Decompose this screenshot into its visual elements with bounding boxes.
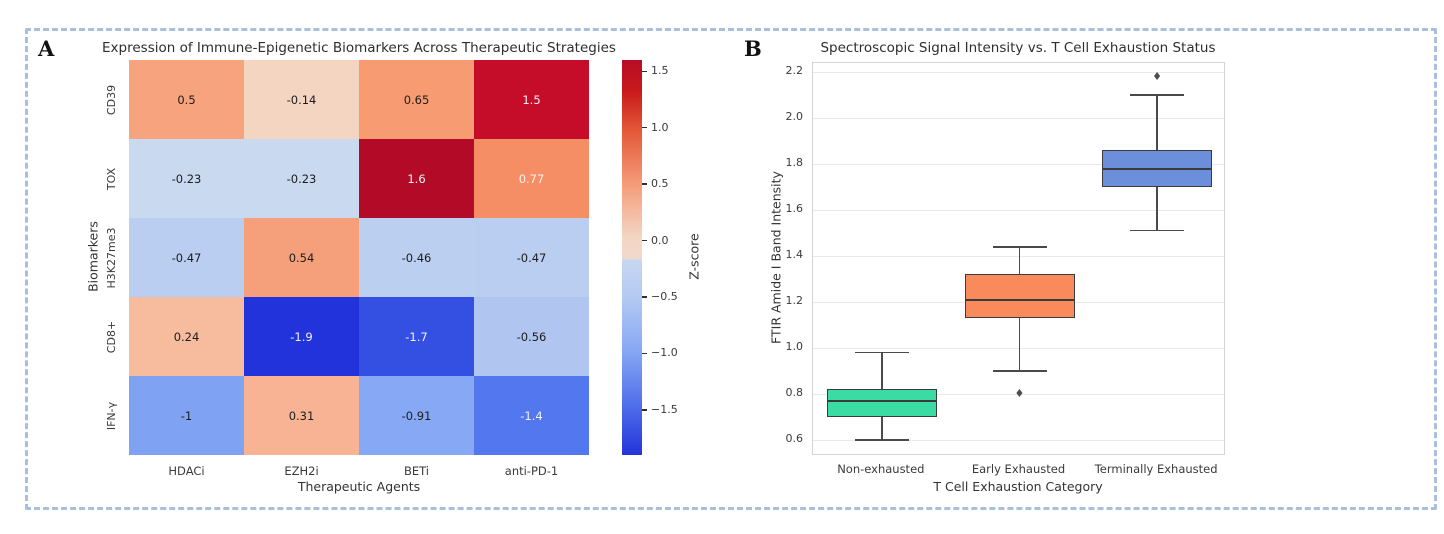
gridline bbox=[813, 255, 1224, 257]
heatmap-cell: -1 bbox=[129, 376, 244, 455]
heatmap-cell: -0.47 bbox=[474, 218, 589, 297]
boxplot-area: ♦ ♦ bbox=[812, 62, 1225, 455]
heatmap-cell: -0.23 bbox=[129, 139, 244, 218]
colorbar-tick-mark bbox=[642, 409, 647, 411]
heatmap-cell: -0.47 bbox=[129, 218, 244, 297]
median-line bbox=[1102, 167, 1213, 170]
figure-border bbox=[25, 28, 1437, 510]
panel-a-y-axis-label: Biomarkers bbox=[85, 221, 101, 292]
heatmap-cell: 0.54 bbox=[244, 218, 359, 297]
heatmap-cell: 0.31 bbox=[244, 376, 359, 455]
y-tick-label: 0.6 bbox=[785, 432, 804, 445]
panel-b-x-axis-label: T Cell Exhaustion Category bbox=[933, 479, 1103, 494]
heatmap-col-label: BETi bbox=[403, 464, 430, 478]
outlier-marker: ♦ bbox=[1152, 69, 1163, 83]
panel-a-title: Expression of Immune-Epigenetic Biomarke… bbox=[102, 40, 616, 56]
whisker-cap-bottom bbox=[992, 370, 1047, 372]
heatmap-cell: 0.5 bbox=[129, 60, 244, 139]
whisker-cap-bottom bbox=[854, 439, 909, 441]
colorbar-tick-mark bbox=[642, 183, 647, 185]
whisker-cap-top bbox=[854, 351, 909, 354]
colorbar-tick-label: −0.5 bbox=[651, 290, 678, 303]
y-tick-label: 1.6 bbox=[785, 202, 804, 215]
gridline bbox=[813, 439, 1224, 441]
colorbar bbox=[622, 60, 642, 455]
heatmap-cell: -1.7 bbox=[359, 297, 474, 376]
panel-b-title: Spectroscopic Signal Intensity vs. T Cel… bbox=[820, 40, 1216, 56]
colorbar-tick-label: −1.0 bbox=[651, 346, 678, 360]
heatmap-cell: -0.14 bbox=[244, 60, 359, 139]
outlier-marker: ♦ bbox=[1014, 387, 1025, 400]
x-tick-label: Terminally Exhausted bbox=[1094, 462, 1218, 476]
colorbar-tick-label: −1.5 bbox=[651, 402, 678, 416]
colorbar-label: Z-score bbox=[686, 233, 702, 280]
colorbar-tick-label: 0.0 bbox=[651, 233, 669, 247]
heatmap-cell: -0.91 bbox=[359, 376, 474, 455]
box bbox=[964, 274, 1075, 319]
heatmap: 0.5 -0.14 0.65 1.5 -0.23 -0.23 1.6 0.77 -0.47 0.5… bbox=[129, 60, 589, 455]
x-tick-label: Non-exhausted bbox=[837, 462, 925, 476]
colorbar-tick-mark bbox=[642, 126, 647, 129]
heatmap-cell: 0.24 bbox=[129, 297, 244, 376]
whisker-cap-top bbox=[992, 246, 1047, 248]
colorbar-tick-mark bbox=[642, 296, 647, 298]
y-tick-label: 1.0 bbox=[785, 340, 804, 353]
colorbar-tick-mark bbox=[642, 352, 647, 355]
colorbar-tick-mark bbox=[642, 70, 647, 73]
y-tick-label: 2.2 bbox=[785, 64, 804, 77]
colorbar-tick-label: 1.0 bbox=[651, 120, 669, 134]
heatmap-cell: -0.46 bbox=[359, 218, 474, 297]
heatmap-cell: 1.5 bbox=[474, 60, 589, 139]
y-tick-label: 0.8 bbox=[785, 386, 804, 399]
gridline bbox=[813, 209, 1224, 211]
gridline bbox=[813, 393, 1224, 395]
heatmap-col-label: EZH2i bbox=[284, 464, 319, 478]
y-tick-label: 2.0 bbox=[785, 110, 804, 123]
box bbox=[826, 389, 937, 417]
y-tick-label: 1.8 bbox=[785, 156, 804, 169]
median-line bbox=[964, 298, 1075, 301]
whisker-cap-top bbox=[1130, 94, 1185, 96]
gridline bbox=[813, 71, 1224, 73]
heatmap-cell: 0.77 bbox=[474, 139, 589, 218]
panel-a-label: A bbox=[38, 36, 55, 61]
gridline bbox=[813, 163, 1224, 165]
heatmap-cell: -1.4 bbox=[474, 376, 589, 455]
colorbar-tick-label: 0.5 bbox=[651, 177, 669, 191]
heatmap-row-label: IFN-γ bbox=[105, 401, 118, 430]
panel-b-label: B bbox=[744, 36, 762, 61]
heatmap-cell: 1.6 bbox=[359, 139, 474, 218]
heatmap-cell: 0.65 bbox=[359, 60, 474, 139]
colorbar-tick-mark bbox=[642, 239, 647, 242]
heatmap-cell: -1.9 bbox=[244, 297, 359, 376]
panel-a-x-axis-label: Therapeutic Agents bbox=[297, 479, 421, 494]
gridline bbox=[813, 347, 1224, 349]
median-line bbox=[826, 399, 937, 402]
heatmap-col-label: HDACi bbox=[168, 464, 205, 478]
heatmap-cell: -0.23 bbox=[244, 139, 359, 218]
heatmap-col-label: anti-PD-1 bbox=[504, 464, 559, 478]
whisker-cap-bottom bbox=[1130, 229, 1185, 232]
gridline bbox=[813, 117, 1224, 119]
y-tick-label: 1.4 bbox=[785, 248, 804, 261]
colorbar-tick-label: 1.5 bbox=[651, 64, 669, 78]
x-tick-label: Early Exhausted bbox=[971, 462, 1066, 476]
y-tick-label: 1.2 bbox=[785, 294, 804, 307]
heatmap-cell: -0.56 bbox=[474, 297, 589, 376]
